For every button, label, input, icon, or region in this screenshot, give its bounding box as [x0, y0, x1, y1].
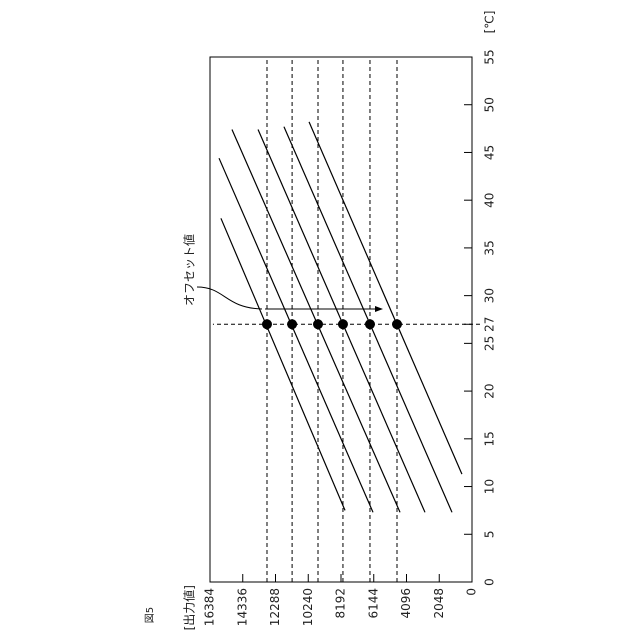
marker — [313, 319, 323, 329]
x-tick-label: 15 — [483, 431, 497, 446]
figure-label: 図5 — [144, 607, 156, 623]
y-tick-label: 12288 — [268, 588, 282, 626]
x-tick-label: 30 — [483, 288, 497, 303]
x-tick-label: 45 — [483, 145, 497, 160]
x-axis-label: [℃] — [483, 11, 497, 34]
y-tick-label: 10240 — [301, 588, 315, 626]
x-tick-label: 25 — [483, 336, 497, 351]
chart: 図5 [出力値] [℃] オフセット値 0 5 10 15 20 25 27 30 35 40 45… — [0, 0, 640, 640]
x-tick-label: 40 — [483, 193, 497, 208]
plot: 0 5 10 15 20 25 27 30 35 40 45 50 55 0 2048 4096 6144 819… — [203, 49, 497, 626]
arrow-head — [375, 306, 383, 312]
x-tick-label: 55 — [483, 49, 497, 64]
data-line — [284, 127, 452, 513]
x-tick-label: 35 — [483, 240, 497, 255]
x-tick-label: 27 — [483, 317, 497, 332]
marker — [392, 319, 402, 329]
data-line — [221, 218, 345, 510]
data-line — [219, 158, 373, 512]
marker — [365, 319, 375, 329]
y-tick-label: 6144 — [366, 588, 380, 619]
y-tick-label: 4096 — [399, 588, 413, 619]
x-tick-label: 20 — [483, 383, 497, 398]
marker — [287, 319, 297, 329]
annotation-leader — [197, 287, 262, 309]
annotation: オフセット値 — [182, 234, 197, 306]
marker — [338, 319, 348, 329]
y-tick-label: 16384 — [203, 588, 217, 626]
y-tick-label: 2048 — [432, 588, 446, 619]
x-tick-label: 10 — [483, 479, 497, 494]
x-tick-label: 5 — [483, 530, 497, 538]
y-tick-label: 8192 — [334, 588, 348, 619]
marker — [262, 319, 272, 329]
x-tick-label: 0 — [483, 578, 497, 586]
x-tick-label: 50 — [483, 97, 497, 112]
y-tick-label: 0 — [465, 588, 479, 596]
y-axis-label: [出力値] — [182, 585, 197, 630]
y-tick-label: 14336 — [235, 588, 249, 626]
